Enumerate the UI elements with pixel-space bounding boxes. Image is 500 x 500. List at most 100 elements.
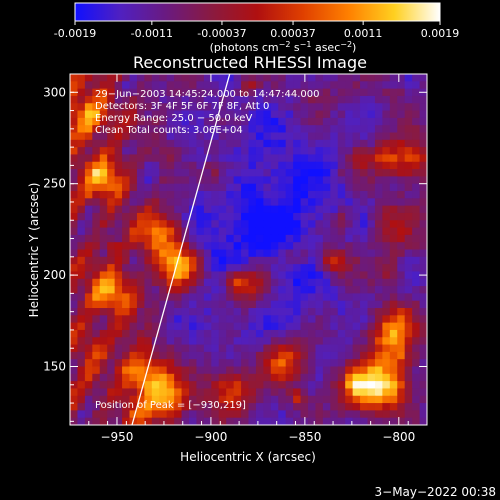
heatmap-cell <box>70 161 79 170</box>
heatmap-cell <box>404 373 413 382</box>
heatmap-cell <box>300 373 309 382</box>
heatmap-cell <box>285 103 294 112</box>
heatmap-cell <box>144 388 153 397</box>
heatmap-cell <box>144 227 153 236</box>
heatmap-cell <box>70 403 79 411</box>
heatmap-cell <box>404 132 413 141</box>
heatmap-cell <box>278 249 287 258</box>
heatmap-cell <box>84 205 93 214</box>
heatmap-cell <box>218 81 227 90</box>
heatmap-cell <box>315 125 324 134</box>
heatmap-cell <box>70 308 79 316</box>
heatmap-cell <box>389 220 398 229</box>
heatmap-cell <box>218 183 227 192</box>
heatmap-cell <box>367 132 376 141</box>
heatmap-cell <box>241 308 250 316</box>
heatmap-cell <box>196 337 205 346</box>
heatmap-cell <box>419 366 427 375</box>
heatmap-cell <box>345 373 354 382</box>
heatmap-cell <box>360 227 369 236</box>
heatmap-cell <box>181 410 190 419</box>
heatmap-cell <box>203 351 212 360</box>
heatmap-cell <box>270 388 279 397</box>
heatmap-cell <box>293 139 302 148</box>
heatmap-cell <box>144 359 153 368</box>
heatmap-cell <box>382 212 391 221</box>
heatmap-cell <box>107 373 116 382</box>
heatmap-cell <box>345 344 354 353</box>
heatmap-cell <box>189 395 198 404</box>
heatmap-cell <box>263 344 272 353</box>
heatmap-cell <box>300 278 309 287</box>
heatmap-cell <box>374 74 383 82</box>
heatmap-cell <box>345 271 354 280</box>
heatmap-cell <box>382 132 391 141</box>
heatmap-cell <box>285 366 294 375</box>
heatmap-cell <box>196 395 205 404</box>
heatmap-cell <box>226 337 235 346</box>
heatmap-cell <box>241 315 250 324</box>
heatmap-cell <box>412 417 421 425</box>
heatmap-cell <box>151 161 160 170</box>
heatmap-cell <box>218 293 227 302</box>
heatmap-cell <box>412 388 421 397</box>
heatmap-cell <box>218 410 227 419</box>
heatmap-cell <box>382 417 391 425</box>
heatmap-cell <box>278 322 287 331</box>
heatmap-cell <box>337 359 346 368</box>
heatmap-cell <box>129 227 138 236</box>
heatmap-cell <box>136 417 145 425</box>
heatmap-cell <box>322 293 331 302</box>
heatmap-cell <box>330 315 339 324</box>
chart-title: Reconstructed RHESSI Image <box>133 53 367 72</box>
heatmap-cell <box>77 417 86 425</box>
heatmap-cell <box>404 286 413 294</box>
heatmap-cell <box>70 278 79 287</box>
heatmap-cell <box>374 417 383 425</box>
heatmap-cell <box>99 154 108 163</box>
heatmap-cell <box>107 176 116 185</box>
heatmap-cell <box>270 88 279 97</box>
colorbar-tick-label: 0.00037 <box>270 27 316 40</box>
heatmap-cell <box>174 147 183 156</box>
heatmap-cell <box>211 381 220 390</box>
heatmap-cell <box>107 315 116 324</box>
heatmap-cell <box>99 176 108 185</box>
heatmap-cell <box>263 125 272 134</box>
heatmap-cell <box>144 373 153 382</box>
heatmap-cell <box>151 117 160 126</box>
heatmap-cell <box>270 161 279 170</box>
heatmap-cell <box>367 176 376 185</box>
heatmap-cell <box>382 176 391 185</box>
heatmap-cell <box>189 227 198 236</box>
heatmap-cell <box>181 125 190 134</box>
heatmap-cell <box>419 388 427 397</box>
heatmap-cell <box>92 329 101 338</box>
heatmap-cell <box>77 264 86 273</box>
heatmap-cell <box>270 220 279 229</box>
heatmap-cell <box>166 103 175 112</box>
heatmap-cell <box>419 81 427 90</box>
heatmap-cell <box>278 117 287 126</box>
heatmap-cell <box>389 286 398 294</box>
heatmap-cell <box>412 315 421 324</box>
heatmap-cell <box>211 286 220 294</box>
heatmap-cell <box>218 234 227 243</box>
heatmap-cell <box>203 344 212 353</box>
heatmap-cell <box>159 176 168 185</box>
heatmap-cell <box>129 103 138 112</box>
heatmap-cell <box>129 293 138 302</box>
heatmap-cell <box>322 74 331 82</box>
heatmap-cell <box>84 256 93 265</box>
heatmap-cell <box>84 212 93 221</box>
heatmap-cell <box>293 242 302 251</box>
heatmap-cell <box>285 403 294 411</box>
heatmap-cell <box>337 117 346 126</box>
heatmap-cell <box>136 395 145 404</box>
heatmap-cell <box>248 388 257 397</box>
heatmap-cell <box>404 95 413 104</box>
heatmap-cell <box>129 81 138 90</box>
heatmap-cell <box>330 293 339 302</box>
heatmap-cell <box>92 308 101 316</box>
